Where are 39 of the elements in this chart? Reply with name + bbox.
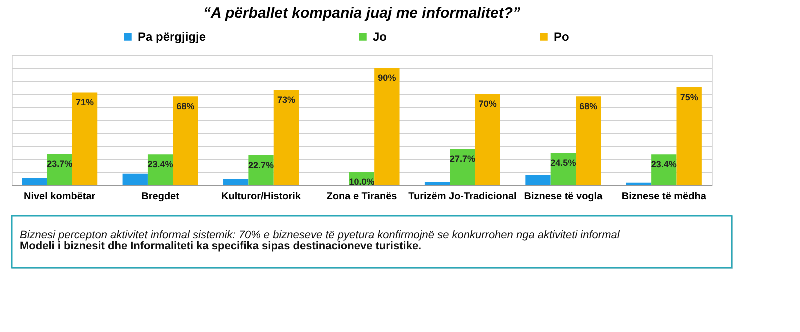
bar <box>22 178 48 185</box>
bar <box>224 179 249 185</box>
data-label: 23.7% <box>47 159 73 170</box>
data-label: 10.0% <box>349 177 375 187</box>
bar <box>450 148 476 185</box>
data-label: 22.7% <box>248 160 274 170</box>
bar <box>576 96 602 185</box>
bar <box>122 174 148 185</box>
x-tick-label: Turizëm Jo-Tradicional <box>408 192 518 202</box>
x-tick-label: Biznese të mëdha <box>622 192 707 202</box>
legend-label: Jo <box>373 30 388 44</box>
bar <box>475 94 500 185</box>
x-tick-label: Kulturor/Historik <box>222 192 302 202</box>
data-label: 24.5% <box>550 158 576 168</box>
data-label: 68% <box>580 102 598 112</box>
text: Biznesi percepton aktivitet informal sistemik: 70% e bizneseve të pyetura konfirmojnë se konkurrohen nga aktiviteti informal <box>20 230 620 242</box>
data-label: 68% <box>176 102 195 112</box>
x-tick-label: Bregdet <box>142 192 180 202</box>
chart-title: “A përballet kompania juaj me informalitet?” <box>203 5 521 22</box>
x-tick-label: Nivel kombëtar <box>24 192 96 202</box>
data-label: 71% <box>76 98 94 108</box>
bar <box>374 68 400 185</box>
legend-label: Pa përgjigje <box>138 30 206 44</box>
x-tick-label: Biznese të vogla <box>524 192 604 202</box>
bar <box>676 88 702 185</box>
data-label: 23.4% <box>148 160 174 170</box>
data-label: 73% <box>277 95 296 106</box>
data-label: 70% <box>478 99 497 109</box>
data-label: 90% <box>378 73 396 83</box>
legend-label: Po <box>554 30 570 44</box>
data-label: 27.7% <box>450 154 476 164</box>
text: Modeli i biznesit dhe Informaliteti ka specifika sipas destinacioneve turistike. <box>20 240 422 252</box>
bar <box>424 182 450 185</box>
bar <box>526 175 551 185</box>
bar <box>72 92 98 185</box>
data-label: 75% <box>680 92 698 102</box>
bar <box>274 90 300 185</box>
bar <box>173 96 198 185</box>
x-tick-label: Zona e Tiranës <box>326 192 398 202</box>
